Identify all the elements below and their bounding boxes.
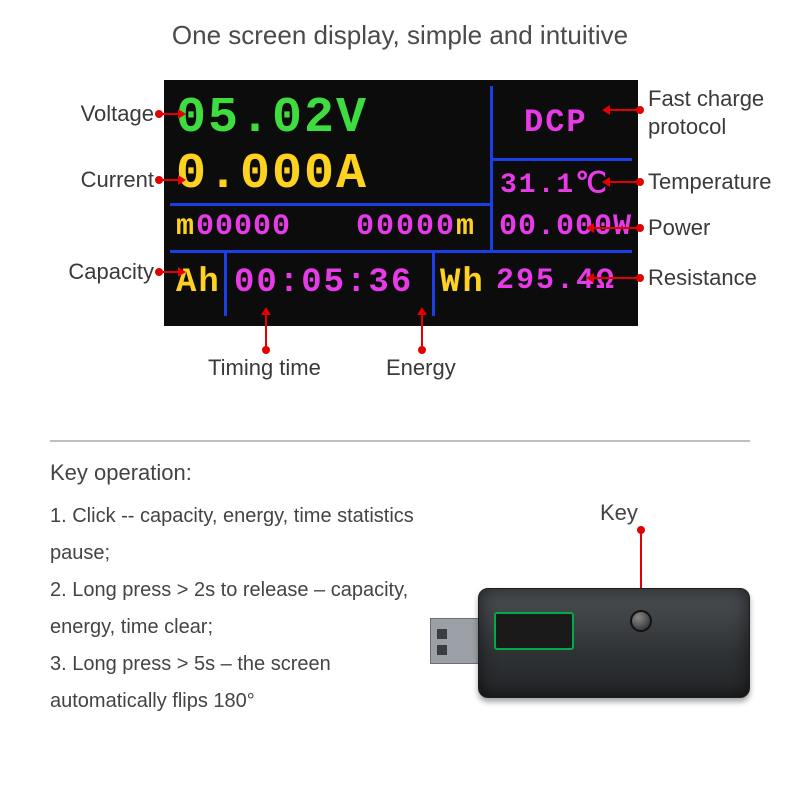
temperature-label: Temperature <box>648 169 798 195</box>
resistance-value: 295.4Ω <box>496 264 616 298</box>
timing-label: Timing time <box>208 355 321 381</box>
timer-value: 00:05:36 <box>234 264 413 302</box>
keyop-body: 1. Click -- capacity, energy, time stati… <box>50 498 420 720</box>
device-slot <box>494 612 574 650</box>
section-divider <box>50 440 750 442</box>
current-value: 0.000A <box>176 146 368 203</box>
device-illustration: Key <box>430 500 770 740</box>
keyop-item-3: 3. Long press > 5s – the screen automati… <box>50 646 420 720</box>
keyop-item-1: 1. Click -- capacity, energy, time stati… <box>50 498 420 572</box>
device-screen: 05.02V 0.000A DCP 31.1℃ m00000 00000m 00… <box>164 80 638 326</box>
capacity-label: Capacity <box>36 259 154 285</box>
device-key-button[interactable] <box>630 610 652 632</box>
mah-right: 00000m <box>356 210 476 244</box>
current-label: Current <box>36 167 154 193</box>
keyop-item-2: 2. Long press > 2s to release – capacity… <box>50 572 420 646</box>
key-label: Key <box>600 500 638 526</box>
voltage-label: Voltage <box>36 101 154 127</box>
screen-diagram: 05.02V 0.000A DCP 31.1℃ m00000 00000m 00… <box>0 55 800 425</box>
fcp-label: Fast charge protocol <box>648 85 798 140</box>
energy-label: Energy <box>386 355 456 381</box>
mah-left: m00000 <box>176 210 291 244</box>
wh-label: Wh <box>440 264 485 302</box>
power-label: Power <box>648 215 798 241</box>
dcp-value: DCP <box>524 104 588 141</box>
usb-plug-icon <box>430 618 478 664</box>
key-operation-section: Key operation: 1. Click -- capacity, ene… <box>50 460 750 720</box>
page-title: One screen display, simple and intuitive <box>0 0 800 51</box>
temperature-value: 31.1℃ <box>500 166 609 201</box>
voltage-value: 05.02V <box>176 90 368 147</box>
resistance-label: Resistance <box>648 265 798 291</box>
keyop-heading: Key operation: <box>50 460 750 486</box>
